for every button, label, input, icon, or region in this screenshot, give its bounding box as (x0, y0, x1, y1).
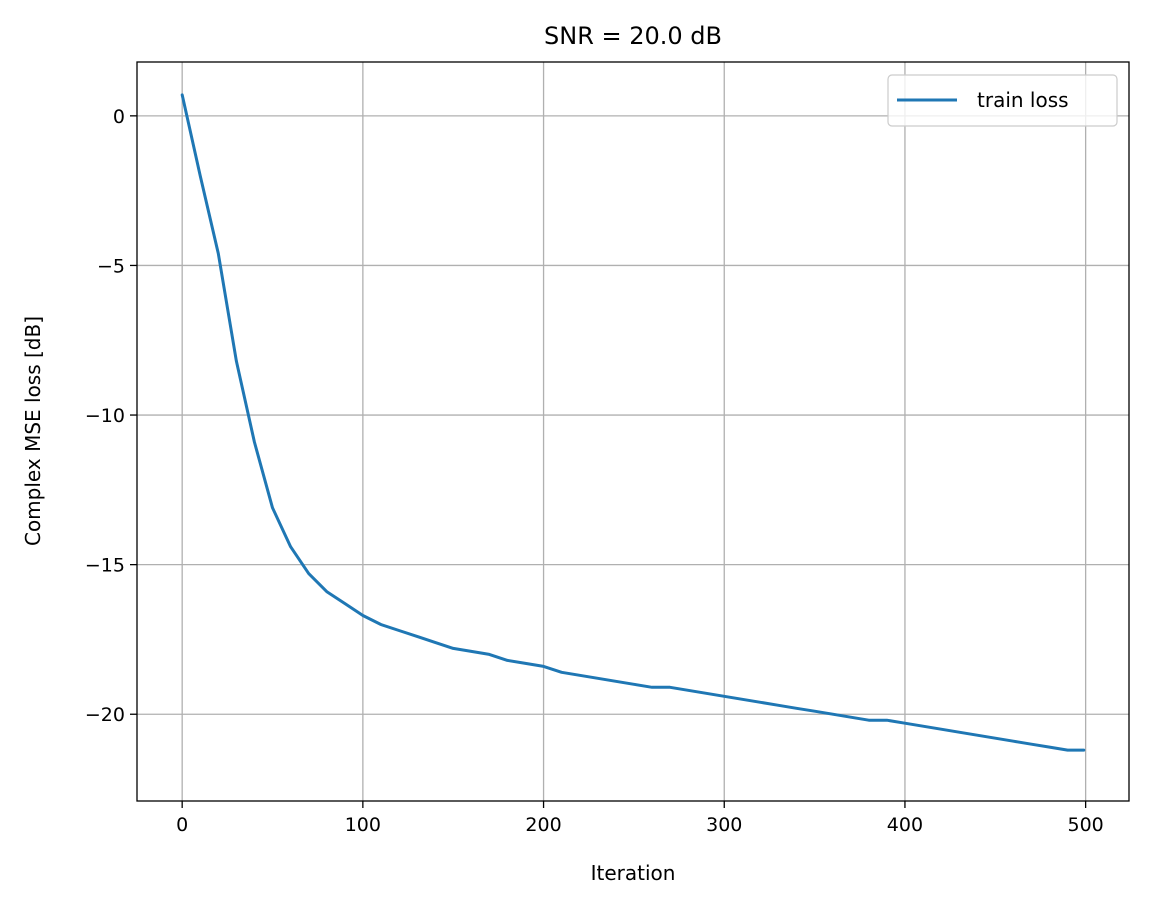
y-tick-label: −5 (97, 255, 125, 277)
x-tick-label: 100 (345, 814, 381, 836)
legend: train loss (887, 74, 1118, 127)
series-layer (180, 93, 1086, 752)
y-tick-label: −15 (85, 555, 125, 577)
x-tick-label: 400 (887, 814, 923, 836)
y-tick-label: −10 (85, 405, 125, 427)
grid (137, 62, 1129, 801)
y-tick-label: −20 (85, 704, 125, 726)
x-tick-label: 200 (525, 814, 561, 836)
series-line-train-loss (180, 93, 1086, 752)
x-tick-label: 500 (1068, 814, 1104, 836)
ticks: 0 100 200 300 400 500 0 −5 −10 −15 −20 (85, 106, 1104, 836)
x-axis-label: Iteration (591, 861, 676, 885)
legend-box (887, 74, 1118, 127)
y-axis-label: Complex MSE loss [dB] (21, 316, 45, 546)
y-tick-label: 0 (113, 106, 125, 128)
x-tick-label: 300 (706, 814, 742, 836)
x-tick-label: 0 (176, 814, 188, 836)
chart-title: SNR = 20.0 dB (544, 22, 722, 50)
legend-label: train loss (977, 88, 1069, 112)
plot-frame (136, 61, 1130, 802)
